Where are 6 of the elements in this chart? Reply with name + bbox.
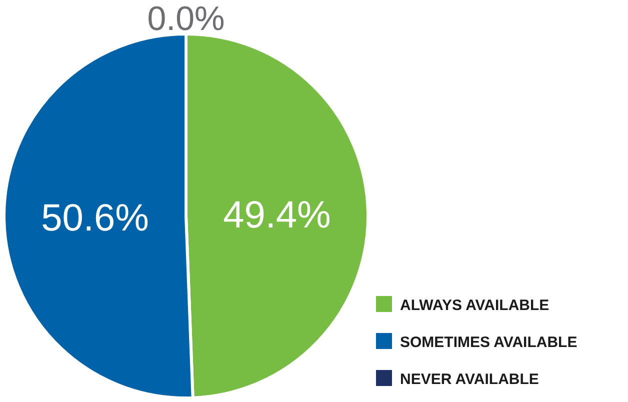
legend-label: ALWAYS AVAILABLE — [400, 297, 550, 314]
data-label: 50.6% — [41, 198, 149, 240]
legend-label: SOMETIMES AVAILABLE — [400, 334, 578, 351]
text: 0.0% — [147, 0, 225, 38]
legend-label: NEVER AVAILABLE — [400, 371, 539, 388]
data-label: 49.4% — [223, 194, 331, 236]
